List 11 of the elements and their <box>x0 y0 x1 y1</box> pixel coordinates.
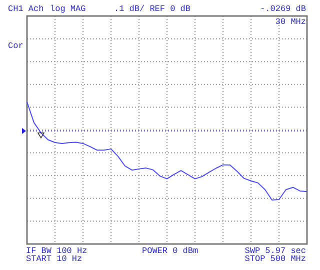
text: START 10 Hz <box>26 254 82 264</box>
text: -.0269 dB <box>260 4 306 14</box>
text: IF BW 100 Hz <box>26 246 88 256</box>
text: POWER 0 dBm <box>142 246 198 256</box>
text: SWP 5.97 sec <box>244 246 306 256</box>
text: log MAG <box>50 4 86 14</box>
text: .1 dB/ REF 0 dB <box>114 4 191 14</box>
text: Cor <box>8 41 24 51</box>
text: CH1 Ach <box>8 4 44 14</box>
text: 30 MHz <box>275 17 306 27</box>
text: STOP 500 MHz <box>244 254 306 264</box>
